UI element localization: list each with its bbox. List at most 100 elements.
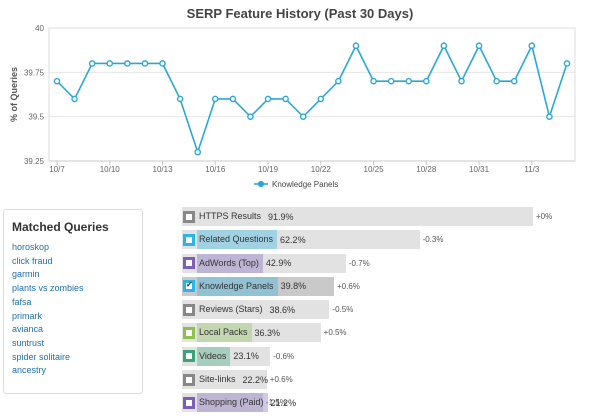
feature-percent: 23.1% — [233, 351, 259, 362]
x-tick-label: 10/19 — [258, 165, 279, 174]
feature-change: +0.5% — [323, 328, 347, 338]
data-point — [387, 77, 395, 85]
feature-checkbox[interactable] — [183, 396, 195, 409]
feature-change: -0.7% — [348, 258, 370, 268]
data-point — [53, 77, 61, 85]
data-point — [88, 60, 96, 67]
data-point — [563, 60, 571, 67]
feature-bar: Related Questions 62.2% — [182, 230, 420, 250]
x-tick-label: 10/13 — [153, 165, 174, 174]
data-point — [264, 95, 272, 103]
query-link[interactable]: plants vs zombies — [12, 283, 84, 294]
feature-change: -0.3% — [422, 235, 444, 245]
query-link[interactable]: primark — [12, 310, 43, 321]
feature-row[interactable]: Related Questions 62.2% -0.3% — [182, 230, 600, 250]
data-point — [176, 95, 184, 103]
feature-row[interactable]: Site-links 22.2% +0.6% — [182, 370, 600, 390]
feature-checkbox[interactable] — [183, 280, 195, 293]
feature-label: Local Packs — [197, 323, 252, 342]
x-tick-label: 10/7 — [49, 165, 65, 174]
x-tick-label: 10/31 — [469, 165, 490, 174]
feature-checkbox[interactable] — [183, 303, 195, 316]
legend-marker — [257, 180, 265, 188]
feature-label: Shopping (Paid) — [197, 393, 268, 412]
data-point — [247, 113, 254, 120]
data-point — [159, 60, 166, 67]
feature-label: Related Questions — [197, 230, 277, 249]
feature-label: Site-links — [199, 374, 236, 385]
feature-checkbox[interactable] — [183, 210, 195, 223]
feature-checkbox[interactable] — [183, 233, 195, 246]
data-point — [335, 77, 342, 85]
matched-queries-panel: Matched Queries horoskop click fraud garmi… — [3, 209, 143, 394]
line-chart-svg: 39.25 39.5 39.75 40 10/7 10/10 10/13 10/16 10/19… — [9, 24, 576, 189]
feature-change: -0.6% — [273, 351, 295, 361]
feature-percent: 91.9% — [268, 211, 294, 222]
feature-change: -0.5% — [332, 305, 354, 315]
feature-row[interactable]: AdWords (Top) 42.9% -0.7% — [182, 253, 600, 273]
feature-row[interactable]: Videos 23.1% -0.6% — [182, 346, 600, 366]
query-link[interactable]: suntrust — [12, 337, 45, 348]
y-axis-label: % of Queries — [9, 67, 19, 122]
x-tick-label: 11/3 — [524, 165, 540, 174]
query-link[interactable]: garmin — [12, 269, 40, 280]
x-tick-label: 10/22 — [311, 165, 332, 174]
feature-checkbox[interactable] — [183, 373, 195, 386]
query-link[interactable]: horoskop — [12, 242, 50, 252]
feature-row[interactable]: Shopping (Paid) 21.2% -1.5% — [182, 393, 600, 413]
query-link[interactable]: avianca — [12, 324, 44, 335]
data-point — [510, 77, 518, 85]
x-tick-label: 10/16 — [205, 165, 226, 174]
feature-bar: AdWords (Top) 42.9% — [182, 253, 346, 273]
feature-bar: HTTPS Results 91.9% — [182, 207, 533, 226]
serp-features-list: HTTPS Results 91.9% +0% Related Questions 62… — [182, 207, 600, 417]
chart-title: SERP Feature History (Past 30 Days) — [186, 6, 414, 21]
data-point — [106, 60, 114, 67]
feature-change: +0.6% — [269, 375, 293, 385]
data-point — [282, 95, 289, 103]
data-point — [299, 113, 307, 120]
feature-row[interactable]: Local Packs 36.3% +0.5% — [182, 323, 600, 343]
query-link[interactable]: click fraud — [12, 255, 53, 266]
feature-bar: Shopping (Paid) 21.2% — [182, 393, 296, 413]
data-point — [458, 77, 465, 85]
data-point — [124, 60, 131, 67]
query-link[interactable]: ancestry — [12, 365, 47, 376]
feature-percent: 62.2% — [280, 234, 306, 245]
feature-label: Videos — [197, 347, 230, 366]
feature-bar: Reviews (Stars) 38.6% — [182, 300, 330, 320]
serp-history-chart: SERP Feature History (Past 30 Days) 39.2… — [0, 0, 600, 200]
x-tick-label: 10/25 — [364, 165, 385, 174]
feature-checkbox[interactable] — [183, 350, 195, 363]
feature-bar: Local Packs 36.3% — [182, 323, 321, 343]
feature-percent: 21.2% — [270, 397, 297, 408]
feature-bar: Site-links 22.2% — [182, 370, 269, 390]
feature-percent: 38.6% — [269, 304, 296, 315]
feature-row[interactable]: HTTPS Results 91.9% +0% — [182, 207, 600, 226]
y-tick-label: 39.5 — [28, 113, 44, 122]
data-point — [211, 95, 219, 103]
y-tick-label: 39.75 — [24, 68, 45, 77]
query-link[interactable]: spider solitaire — [12, 351, 71, 362]
feature-row[interactable]: Reviews (Stars) 38.6% -0.5% — [182, 300, 600, 320]
data-point — [229, 95, 237, 103]
feature-checkbox[interactable] — [183, 326, 195, 339]
x-tick-label: 10/10 — [100, 165, 121, 174]
feature-change: -1.5% — [265, 398, 287, 408]
feature-percent: 36.3% — [254, 327, 281, 338]
feature-change: +0.6% — [337, 281, 360, 291]
feature-checkbox[interactable] — [183, 257, 195, 270]
matched-queries-title: Matched Queries — [12, 220, 109, 234]
data-point — [141, 60, 149, 67]
data-point — [370, 77, 377, 85]
feature-label: Reviews (Stars) — [199, 304, 263, 315]
feature-percent: 39.8% — [280, 281, 307, 292]
plot-area — [48, 27, 576, 162]
legend-label: Knowledge Panels — [272, 180, 338, 189]
feature-percent: 22.2% — [242, 374, 269, 385]
data-point — [493, 77, 500, 85]
data-point — [317, 95, 325, 103]
query-link[interactable]: fafsa — [12, 296, 32, 307]
feature-change: +0% — [536, 212, 553, 221]
